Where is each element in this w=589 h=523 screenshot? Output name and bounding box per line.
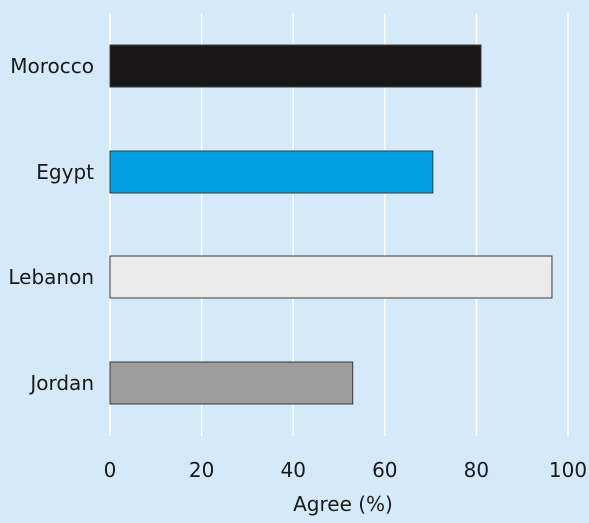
- category-label-lebanon: Lebanon: [8, 265, 94, 289]
- x-tick-label-100: 100: [549, 458, 587, 482]
- bars: [109, 44, 553, 405]
- bar-egypt: [109, 150, 434, 194]
- category-label-jordan: Jordan: [28, 371, 94, 395]
- bar-morocco: [109, 44, 482, 88]
- x-tick-label-80: 80: [464, 458, 489, 482]
- x-tick-label-60: 60: [372, 458, 397, 482]
- x-axis-title: Agree (%): [293, 492, 393, 516]
- x-tick-label-40: 40: [280, 458, 305, 482]
- x-tick-label-0: 0: [104, 458, 117, 482]
- category-label-morocco: Morocco: [10, 54, 94, 78]
- x-tick-label-20: 20: [189, 458, 214, 482]
- bar-lebanon: [109, 255, 553, 299]
- x-tick-labels: 0 20 40 60 80 100: [104, 458, 587, 482]
- category-label-egypt: Egypt: [36, 160, 94, 184]
- bar-jordan: [109, 361, 354, 405]
- category-labels: Morocco Egypt Lebanon Jordan: [8, 54, 94, 395]
